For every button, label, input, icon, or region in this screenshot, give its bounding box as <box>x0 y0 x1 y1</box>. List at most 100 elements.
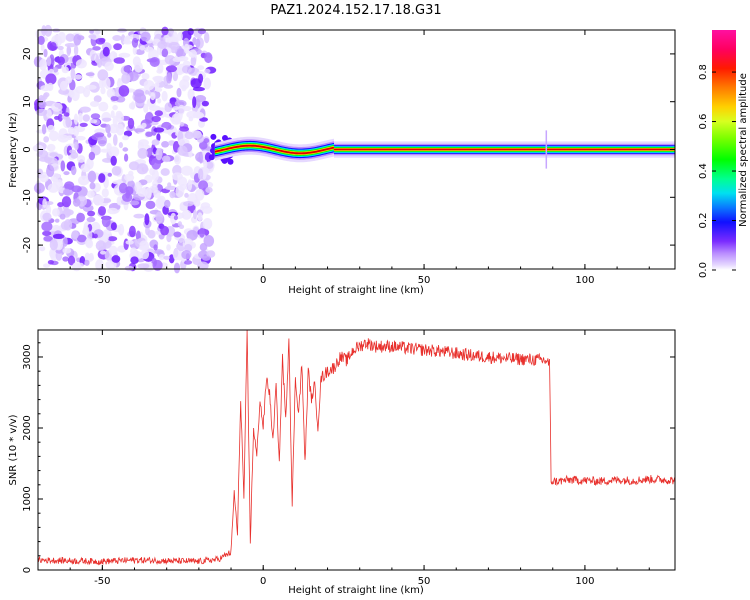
noise-blob <box>197 28 206 35</box>
noise-blob <box>54 218 60 223</box>
noise-blob <box>144 213 150 226</box>
y-tick-label: 1000 <box>22 486 33 511</box>
y-tick-label: 0 <box>22 146 33 152</box>
y-tick-label: 10 <box>22 95 33 108</box>
x-tick-label: 0 <box>260 275 266 286</box>
noise-blob <box>102 157 114 163</box>
colorbar-ticks: 0.0 0.2 0.4 0.6 0.8 <box>698 64 736 278</box>
noise-blob <box>110 110 115 119</box>
noise-blob <box>40 43 45 52</box>
noise-blob <box>173 262 181 274</box>
noise-blob <box>48 68 54 74</box>
noise-blob <box>135 49 145 55</box>
noise-blob <box>153 127 165 133</box>
noise-blob <box>132 45 137 56</box>
noise-blob <box>204 52 213 64</box>
colorbar-label: Normalized spectral amplitude <box>738 73 749 227</box>
noise-blob <box>43 136 50 143</box>
noise-blob <box>143 103 149 114</box>
noise-blob <box>138 139 149 147</box>
noise-blob <box>122 40 133 45</box>
noise-blob <box>86 216 96 223</box>
noise-blob <box>172 248 180 261</box>
noise-blob <box>107 172 113 177</box>
noise-blob <box>203 159 208 169</box>
noise-blob <box>63 219 73 231</box>
noise-blob <box>51 102 63 112</box>
noise-blob <box>181 84 187 92</box>
noise-blob <box>118 142 123 149</box>
noise-blob <box>95 38 106 45</box>
noise-blob <box>161 141 170 148</box>
noise-blob <box>39 246 46 252</box>
noise-blob <box>98 78 104 89</box>
noise-blob <box>192 96 197 109</box>
noise-blob <box>152 179 158 188</box>
noise-blob <box>45 73 57 85</box>
noise-blob <box>139 240 149 250</box>
transition-blob <box>227 158 234 165</box>
noise-blob <box>107 132 112 138</box>
noise-blob <box>80 163 91 173</box>
noise-blob <box>118 182 128 194</box>
noise-blob <box>201 205 213 214</box>
noise-blob <box>122 147 129 152</box>
noise-blob <box>133 213 145 219</box>
noise-blob <box>201 168 207 180</box>
noise-blob <box>37 35 45 46</box>
noise-blob <box>203 235 215 247</box>
noise-blob <box>164 55 176 65</box>
noise-blob <box>57 134 69 143</box>
noise-blob <box>173 231 182 238</box>
noise-blob <box>197 212 203 222</box>
noise-blob <box>144 112 154 124</box>
noise-blob <box>89 29 94 34</box>
noise-blob <box>151 157 162 170</box>
noise-blob <box>183 260 193 265</box>
noise-blob <box>199 117 209 122</box>
noise-blob <box>147 229 156 239</box>
noise-blob <box>160 225 170 236</box>
noise-blob <box>177 31 183 41</box>
noise-blob <box>179 122 185 127</box>
noise-blob <box>84 252 91 261</box>
y-tick-label: 0 <box>22 567 33 573</box>
noise-blob <box>118 52 131 58</box>
noise-blob <box>107 207 119 215</box>
noise-blob <box>134 93 147 104</box>
noise-blob <box>173 215 178 221</box>
noise-blob <box>187 179 193 191</box>
noise-blob <box>161 48 169 58</box>
noise-blob <box>52 224 60 230</box>
noise-blob <box>55 179 64 190</box>
noise-blob <box>73 113 79 125</box>
carrier-band <box>334 148 675 151</box>
noise-blob <box>40 85 52 92</box>
transition-blob <box>210 133 217 140</box>
x-tick-label: 50 <box>418 275 431 286</box>
noise-blob <box>68 90 75 98</box>
noise-blob <box>57 113 63 122</box>
noise-blob <box>169 191 176 199</box>
noise-blob <box>137 148 148 159</box>
noise-blob <box>171 113 181 122</box>
noise-blob <box>181 209 192 220</box>
noise-blob <box>160 168 170 176</box>
noise-blob <box>92 194 104 206</box>
noise-blob <box>98 173 106 183</box>
noise-blob <box>205 161 214 169</box>
noise-blob <box>201 100 209 107</box>
noise-blob <box>204 68 211 74</box>
noise-blob <box>168 41 180 50</box>
noise-blob <box>89 49 97 61</box>
noise-blob <box>118 85 130 97</box>
y-tick-label: 3000 <box>22 344 33 369</box>
noise-blob <box>155 148 163 161</box>
noise-blob <box>88 34 97 39</box>
noise-blob <box>180 30 192 42</box>
noise-blob <box>166 72 172 84</box>
noise-blob <box>100 250 106 255</box>
noise-blob <box>179 126 190 132</box>
